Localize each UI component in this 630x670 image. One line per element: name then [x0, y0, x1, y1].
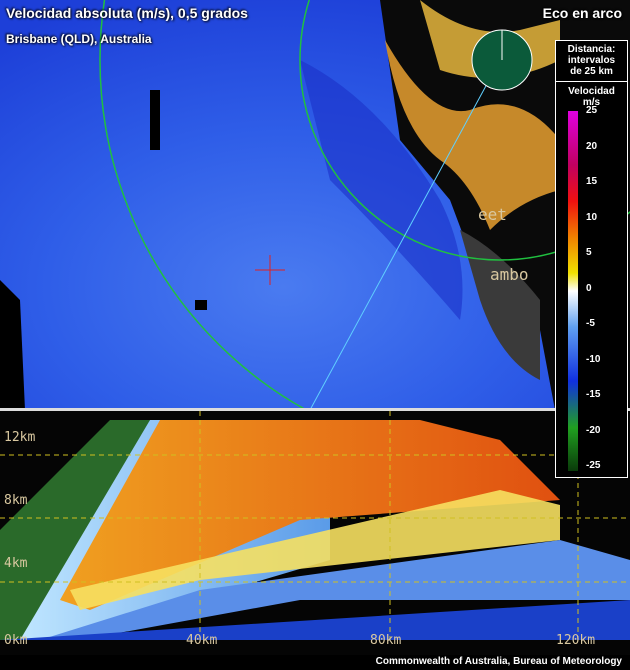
colorbar-tick-label: 0	[586, 282, 592, 294]
no-echo	[195, 300, 207, 310]
section-line	[309, 59, 501, 411]
section-echo	[60, 420, 560, 610]
distance-title: Distancia:	[567, 44, 616, 55]
colorbar-title: Velocidad	[556, 81, 627, 97]
height-label: 12km	[4, 430, 36, 445]
colorbar-tick-label: -5	[586, 318, 595, 329]
distance-label: 120km	[556, 633, 596, 648]
divider	[0, 408, 630, 411]
colorbar	[568, 111, 578, 471]
colorbar-tick-label: 10	[586, 211, 598, 223]
ground	[460, 230, 540, 380]
footer: Commonwealth of Australia, Bureau of Met…	[375, 656, 622, 667]
place-label: eet	[478, 205, 507, 224]
colorbar-tick-label: -25	[586, 460, 601, 471]
no-echo	[0, 280, 25, 410]
section-echo	[40, 540, 630, 640]
colorbar-tick-label: 20	[586, 140, 598, 152]
legend: Distancia: intervalos de 25 km Velocidad…	[555, 40, 628, 478]
height-label: 8km	[4, 493, 28, 508]
colorbar-tick-label: -10	[586, 353, 601, 365]
colorbar-tick-label: 25	[586, 105, 598, 116]
title: Velocidad absoluta (m/s), 0,5 grados	[6, 5, 248, 21]
colorbar-tick-label: -20	[586, 424, 601, 436]
height-label: 4km	[4, 556, 28, 571]
distance-label: 80km	[370, 633, 402, 648]
colorbar-unit: m/s	[582, 97, 601, 108]
colorbar-tick-label: 5	[586, 247, 592, 258]
mode: Eco en arco	[542, 5, 622, 21]
colorbar-tick-label: -15	[586, 389, 601, 400]
distance-note: intervalos de 25 km	[567, 55, 616, 77]
section-terrain	[0, 420, 150, 640]
section-echo	[0, 600, 630, 640]
range-ring	[299, 0, 630, 261]
colorbar-tick-label: 15	[586, 176, 598, 187]
height-label: 0km	[4, 633, 28, 648]
place-label: ambo	[490, 265, 529, 284]
no-echo	[150, 90, 160, 150]
distance-label: 40km	[186, 633, 218, 648]
echo-strong	[300, 60, 463, 320]
section-echo	[70, 490, 560, 610]
echo-warm	[385, 40, 560, 230]
location: Brisbane (QLD), Australia	[6, 32, 152, 46]
footer-bar	[0, 655, 630, 670]
